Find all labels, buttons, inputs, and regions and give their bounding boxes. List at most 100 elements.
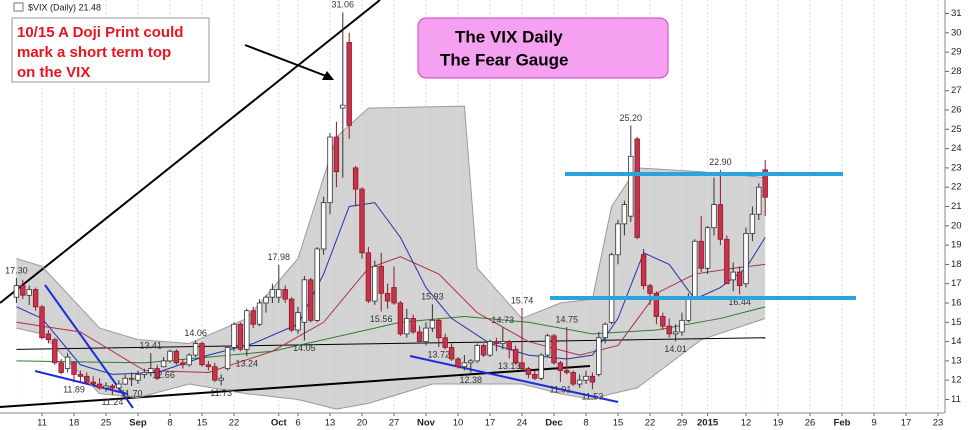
candle-body [263,296,269,304]
candle-body [653,292,660,317]
point-label: 17.30 [5,265,28,275]
x-tick-label: 10 [453,418,464,429]
candle-body [583,375,589,381]
candle-body [749,213,756,234]
x-tick-label: 26 [805,418,816,429]
x-tick-label: 22 [645,418,656,429]
callout-box [11,17,210,83]
candle-body [173,350,180,364]
point-label: 11.24 [101,397,123,407]
x-tick-label: 15 [613,418,624,429]
candle-body [365,252,372,302]
moving-average [16,306,766,364]
point-label: 25.20 [620,113,643,123]
candle-body [327,136,333,204]
candle-body [237,323,244,350]
candle-body [250,310,256,325]
y-tick-label: 27 [951,85,962,96]
candle-body [436,319,442,339]
candle-body [416,331,423,342]
candle-body [192,343,199,356]
candle-body [64,356,71,370]
candle-body [301,279,308,323]
y-tick-label: 21 [951,201,962,212]
candle-body [13,285,20,298]
band-lower-area [16,318,766,413]
trend-line [0,0,381,304]
band-upper-area [16,106,766,413]
x-tick-label: Dec [545,418,562,429]
candle-body [724,238,730,285]
candle-body [506,341,512,350]
candle-body [442,337,448,348]
candle-body [711,204,717,229]
candle-body [621,204,628,225]
candle-body [557,362,564,371]
candle-body [634,138,640,238]
point-label: 16.44 [728,297,751,307]
candle-body [359,188,365,254]
candle-body [71,362,77,375]
point-label: 31.06 [332,0,355,10]
callout-text: 10/15 A Doji Print could [17,24,183,41]
callout-text: on the VIX [17,64,90,81]
band-layer [16,106,766,413]
x-tick-label: 15 [197,418,208,429]
y-tick-label: 11 [951,394,961,405]
candle-body [762,169,768,198]
candle-body [455,358,461,368]
point-label: 15.93 [421,292,444,302]
candle-body [423,327,429,342]
candle-body [756,186,762,215]
point-label: 14.75 [556,314,579,324]
y-tick-label: 20 [951,220,962,231]
candle-body [429,319,436,329]
candle-body [244,310,250,350]
candle-body [487,341,493,356]
candle-body [717,204,724,240]
candle-body [231,323,237,348]
band-lower-edge [16,317,766,410]
candle-body [532,374,538,379]
point-label: 13.72 [428,349,451,359]
x-tick-label: 22 [229,418,240,429]
candle-body [141,372,148,375]
candle-body [679,319,685,333]
candle-body [135,374,141,381]
candle-body [295,312,301,331]
candle-layer: 17.30 11.89 11.24 13.41 12.66 11.70 14.06 11.73… [5,0,768,407]
candle-body [160,360,167,368]
candle-body [692,240,698,298]
y-tick-label: 16 [951,298,962,309]
candle-body [154,368,160,379]
candle-body [570,372,576,385]
candle-body [404,318,410,335]
title-box-text: The Fear Gauge [440,50,568,69]
candle-body [212,366,218,381]
candle-body [32,289,39,308]
candle-body [672,331,679,335]
moving-average [16,337,766,350]
x-tick-label: Sep [129,418,147,429]
point-label: 13.41 [140,340,163,350]
candle-body [589,375,596,383]
candle-body [736,271,743,287]
point-label: 17.98 [268,252,291,262]
candle-body [461,362,468,368]
candle-body [90,381,96,385]
candle-body [628,155,634,217]
candle-body [276,289,282,298]
candle-body [314,248,320,321]
candle-body [122,377,128,385]
candle-body [52,339,58,364]
candle-body [615,223,621,256]
band-upper-edge [16,105,766,345]
candle-body [180,362,186,366]
y-tick-label: 23 [951,162,962,173]
candle-body [39,306,45,339]
candle-body [474,345,480,362]
candle-body [448,346,455,360]
candle-body [186,354,192,366]
candle-body [372,265,378,302]
